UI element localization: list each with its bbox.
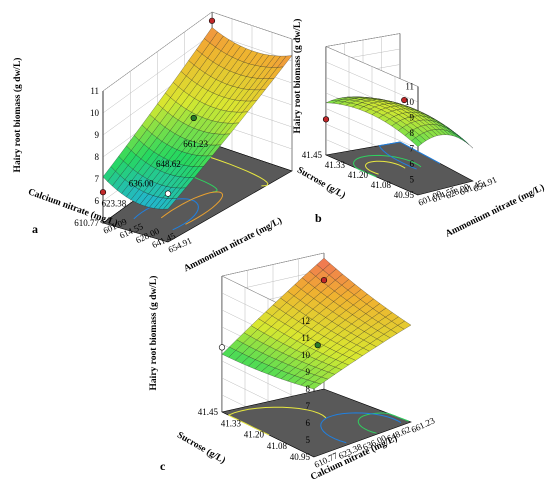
z-tick-label: 12 <box>301 316 310 326</box>
surface-cell <box>455 134 466 142</box>
z-tick-label: 9 <box>306 367 311 377</box>
panel-label: a <box>32 222 38 236</box>
z-tick-label: 11 <box>405 82 414 92</box>
y-tick-label: 648.62 <box>156 159 181 169</box>
contour-line <box>320 412 402 444</box>
y-tick-label: 636.00 <box>129 179 154 189</box>
y-tick-label: 661.23 <box>183 139 208 149</box>
z-tick-label: 10 <box>301 350 311 360</box>
z-tick-label: 10 <box>405 97 415 107</box>
response-surface <box>102 27 293 210</box>
design-point <box>322 116 330 123</box>
y-tick-label: 610.77 <box>74 218 99 228</box>
y-tick-label: 40.95 <box>290 452 311 462</box>
z-tick-label: 10 <box>90 108 100 118</box>
y-axis-label: Sucrose (g/L) <box>175 430 227 466</box>
design-point <box>314 342 321 349</box>
z-tick-label: 5 <box>306 435 311 445</box>
y-tick-label: 41.45 <box>302 150 323 160</box>
design-point <box>320 277 328 284</box>
z-tick-label: 6 <box>95 196 100 206</box>
panel-b-surface-plot: 567891011601.09614.55628.00641.45654.914… <box>292 19 546 240</box>
z-tick-label: 9 <box>410 113 415 123</box>
surface-cell <box>411 137 423 147</box>
response-surface <box>325 96 474 149</box>
z-tick-label: 6 <box>410 159 415 169</box>
z-axis-label: Hairy root biomass (g dw/L) <box>148 276 159 391</box>
contour-floor <box>221 388 412 458</box>
z-tick-label: 7 <box>410 144 415 154</box>
x-tick-label: 661.23 <box>410 415 437 435</box>
z-tick-label: 5 <box>410 175 415 185</box>
z-axis-label: Hairy root biomass (g dw/L) <box>292 19 303 134</box>
y-tick-label: 41.33 <box>325 160 346 170</box>
contour-line <box>357 412 409 434</box>
z-tick-label: 11 <box>90 86 99 96</box>
z-tick-label: 7 <box>95 174 100 184</box>
y-tick-label: 41.33 <box>221 418 242 428</box>
panel-label: b <box>315 211 322 225</box>
design-point <box>218 344 226 351</box>
z-tick-label: 8 <box>306 384 311 394</box>
design-point <box>99 189 107 196</box>
contour-line <box>227 406 327 436</box>
contour-line <box>160 191 224 225</box>
design-point <box>208 17 216 24</box>
z-tick-label: 8 <box>95 152 100 162</box>
z-tick-label: 9 <box>95 130 100 140</box>
y-tick-label: 41.45 <box>198 407 219 417</box>
z-tick-label: 7 <box>306 401 311 411</box>
z-tick-labels: 5 6 7 8 9 10 11 <box>405 82 415 185</box>
z-tick-label: 6 <box>306 418 311 428</box>
y-tick-label: 41.08 <box>371 180 392 190</box>
design-point <box>190 114 197 122</box>
design-point <box>164 190 172 197</box>
y-tick-label: 623.38 <box>102 198 127 208</box>
y-tick-label: 40.95 <box>394 190 415 200</box>
panel-c-surface-plot: 56789101112610.77623.38636.00648.62661.2… <box>148 252 437 483</box>
panel-label: c <box>160 459 166 473</box>
z-tick-labels: 6 7 8 9 10 11 <box>90 86 100 206</box>
contour-line <box>352 154 422 178</box>
z-axis-label: Hairy root biomass (g dw/L) <box>12 58 23 173</box>
contour-line <box>364 160 406 175</box>
surface-cell <box>163 198 178 210</box>
x-tick-label: 654.91 <box>472 174 499 194</box>
design-point <box>401 96 408 104</box>
y-axis-label: Sucrose (g/L) <box>295 165 347 201</box>
contour-line <box>378 141 441 170</box>
y-tick-label: 41.20 <box>348 170 369 180</box>
panel-a-surface-plot: 6 7 8 9 10 11 601.09614.55628.00641.45654.9161… <box>12 11 293 274</box>
y-tick-label: 41.20 <box>244 430 265 440</box>
z-tick-label: 11 <box>301 333 310 343</box>
contour-floor <box>324 141 474 196</box>
surface-cell <box>307 381 322 390</box>
z-tick-label: 8 <box>410 128 415 138</box>
y-tick-label: 41.08 <box>267 441 288 451</box>
z-tick-labels: 5 6 7 8 9 10 11 12 <box>301 316 311 445</box>
